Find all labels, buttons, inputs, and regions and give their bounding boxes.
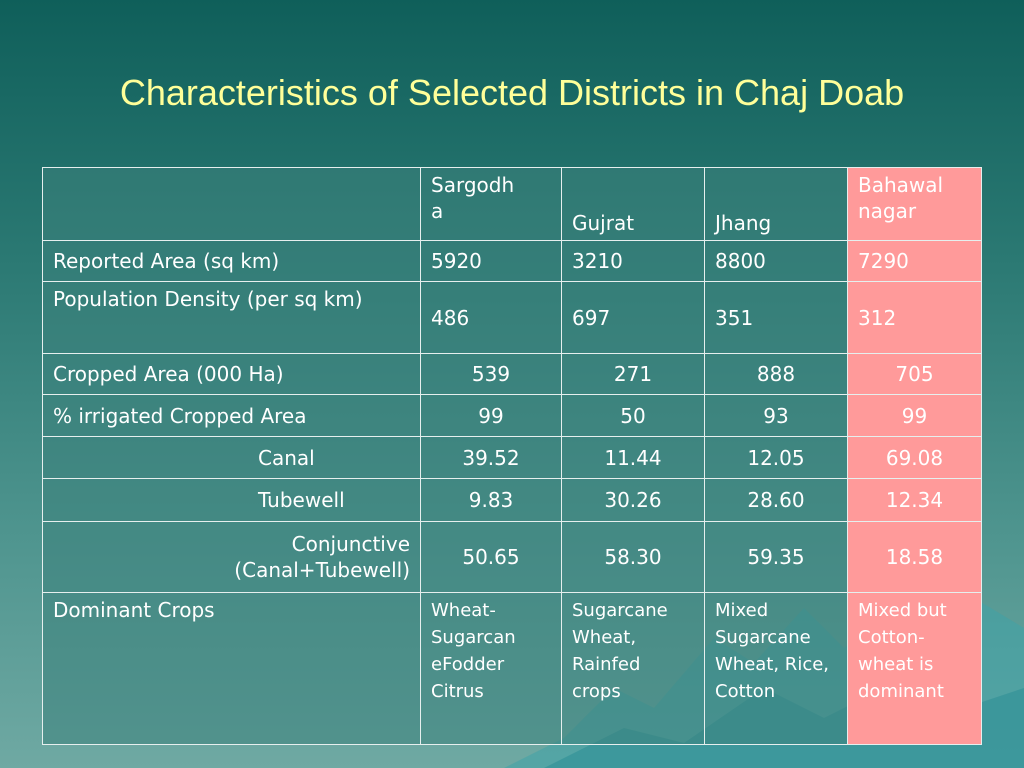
row-label: Tubewell (42, 478, 421, 522)
cell-jhang: 888 (704, 353, 848, 395)
row-label: Population Density (per sq km) (42, 281, 421, 354)
header-cell-jhang: Jhang (704, 167, 848, 241)
cell-jhang: 8800 (704, 240, 848, 282)
crops-jhang: Mixed Sugarcane Wheat, Rice, Cotton (704, 592, 848, 745)
row-label: Reported Area (sq km) (42, 240, 421, 282)
table-row: % irrigated Cropped Area 99 50 93 99 (42, 394, 982, 437)
table-row: Population Density (per sq km) 486 697 3… (42, 281, 982, 354)
cell-bahawalnagar: 69.08 (847, 436, 982, 479)
crop-text: Citrus (431, 681, 484, 702)
cell-sargodha: 39.52 (420, 436, 562, 479)
cell-gujrat: 271 (561, 353, 705, 395)
crop-text: Sugarcane Wheat, (572, 600, 668, 648)
cell-gujrat: 697 (561, 281, 705, 354)
cell-jhang: 12.05 (704, 436, 848, 479)
cell-sargodha: 539 (420, 353, 562, 395)
header-cell-gujrat: Gujrat (561, 167, 705, 241)
cell-sargodha: 486 (420, 281, 562, 354)
table-row: Cropped Area (000 Ha) 539 271 888 705 (42, 353, 982, 395)
cell-bahawalnagar: 7290 (847, 240, 982, 282)
table-row: Canal 39.52 11.44 12.05 69.08 (42, 436, 982, 479)
crops-row: Dominant Crops Wheat-Sugarcan eFodder Ci… (42, 592, 982, 745)
crop-text: Rainfed crops (572, 654, 641, 702)
slide-title: Characteristics of Selected Districts in… (119, 72, 905, 113)
cell-gujrat: 3210 (561, 240, 705, 282)
cell-gujrat: 58.30 (561, 521, 705, 593)
crops-bahawalnagar: Mixed but Cotton-wheat is dominant (847, 592, 982, 745)
cell-sargodha: 50.65 (420, 521, 562, 593)
cell-jhang: 351 (704, 281, 848, 354)
crop-text: Mixed but (858, 600, 947, 621)
cell-gujrat: 30.26 (561, 478, 705, 522)
cell-jhang: 59.35 (704, 521, 848, 593)
row-label: Canal (42, 436, 421, 479)
cell-sargodha: 99 (420, 394, 562, 437)
table-row: Tubewell 9.83 30.26 28.60 12.34 (42, 478, 982, 522)
cell-gujrat: 11.44 (561, 436, 705, 479)
header-cell-empty (42, 167, 421, 241)
cell-sargodha: 9.83 (420, 478, 562, 522)
crop-text: Cotton-wheat is dominant (858, 627, 944, 702)
header-row: Sargodh a Gujrat Jhang Bahawal nagar (42, 167, 982, 241)
crop-text: Mixed (715, 600, 769, 621)
cell-bahawalnagar: 18.58 (847, 521, 982, 593)
crops-sargodha: Wheat-Sugarcan eFodder Citrus (420, 592, 562, 745)
cell-bahawalnagar: 312 (847, 281, 982, 354)
crop-text: Sugarcane Wheat, Rice, Cotton (715, 627, 830, 702)
cell-bahawalnagar: 705 (847, 353, 982, 395)
cell-bahawalnagar: 12.34 (847, 478, 982, 522)
row-label: Conjunctive (Canal+Tubewell) (42, 521, 421, 593)
crop-text: Wheat-Sugarcan eFodder (431, 600, 516, 675)
crops-label: Dominant Crops (42, 592, 421, 745)
row-label: Cropped Area (000 Ha) (42, 353, 421, 395)
crops-gujrat: Sugarcane Wheat, Rainfed crops (561, 592, 705, 745)
cell-bahawalnagar: 99 (847, 394, 982, 437)
cell-gujrat: 50 (561, 394, 705, 437)
table-row: Conjunctive (Canal+Tubewell) 50.65 58.30… (42, 521, 982, 593)
districts-table: Sargodh a Gujrat Jhang Bahawal nagar Rep… (42, 167, 982, 745)
table-row: Reported Area (sq km) 5920 3210 8800 729… (42, 240, 982, 282)
header-cell-bahawalnagar: Bahawal nagar (847, 167, 982, 241)
cell-jhang: 93 (704, 394, 848, 437)
cell-sargodha: 5920 (420, 240, 562, 282)
cell-jhang: 28.60 (704, 478, 848, 522)
header-cell-sargodha: Sargodh a (420, 167, 562, 241)
row-label: % irrigated Cropped Area (42, 394, 421, 437)
